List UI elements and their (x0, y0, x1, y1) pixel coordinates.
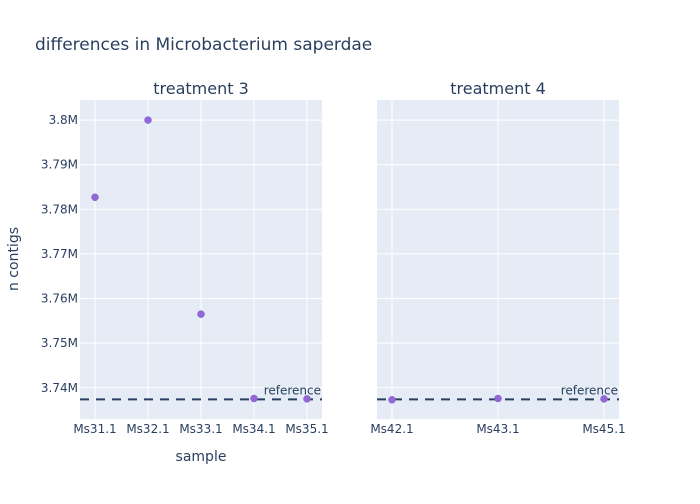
reference-label: reference (561, 383, 618, 397)
x-tick-label: Ms33.1 (179, 422, 222, 436)
y-tick-label: 3.79M (41, 158, 78, 172)
data-point (600, 395, 608, 403)
x-tick-label: Ms31.1 (73, 422, 116, 436)
x-axis-label: sample (176, 449, 227, 465)
panel-title: treatment 4 (450, 79, 546, 98)
data-point (91, 193, 99, 202)
y-tick-label: 3.75M (41, 336, 78, 350)
data-point (144, 116, 152, 124)
y-tick-label: 3.76M (41, 292, 78, 306)
y-tick-label: 3.8M (49, 113, 78, 127)
data-point (494, 394, 502, 403)
y-axis-label: n contigs (6, 227, 22, 291)
reference-label: reference (264, 383, 321, 397)
x-tick-label: Ms34.1 (232, 422, 275, 436)
panel-1: 3.74M 3.75M 3.76M 3.77M 3.78M 3.79M 3.8M Ms31.1… (41, 79, 329, 436)
y-tick-label: 3.78M (41, 202, 78, 216)
panel-title: treatment 3 (153, 79, 249, 98)
chart-title: differences in Microbacterium saperdae (35, 35, 372, 55)
x-tick-label: Ms42.1 (370, 422, 413, 436)
data-point (388, 396, 396, 404)
x-tick-label: Ms35.1 (285, 422, 328, 436)
y-tick-label: 3.74M (41, 381, 78, 395)
data-point (303, 395, 311, 403)
y-tick-label: 3.77M (41, 247, 78, 261)
x-tick-label: Ms32.1 (126, 422, 169, 436)
data-point (250, 394, 258, 403)
panel-2: Ms42.1 Ms43.1 Ms45.1 reference treatment 4 (370, 79, 625, 436)
x-tick-label: Ms43.1 (476, 422, 519, 436)
chart-panels: 3.74M 3.75M 3.76M 3.77M 3.78M 3.79M 3.8M Ms31.1… (41, 79, 626, 436)
data-point (197, 310, 205, 318)
x-tick-label: Ms45.1 (582, 422, 625, 436)
